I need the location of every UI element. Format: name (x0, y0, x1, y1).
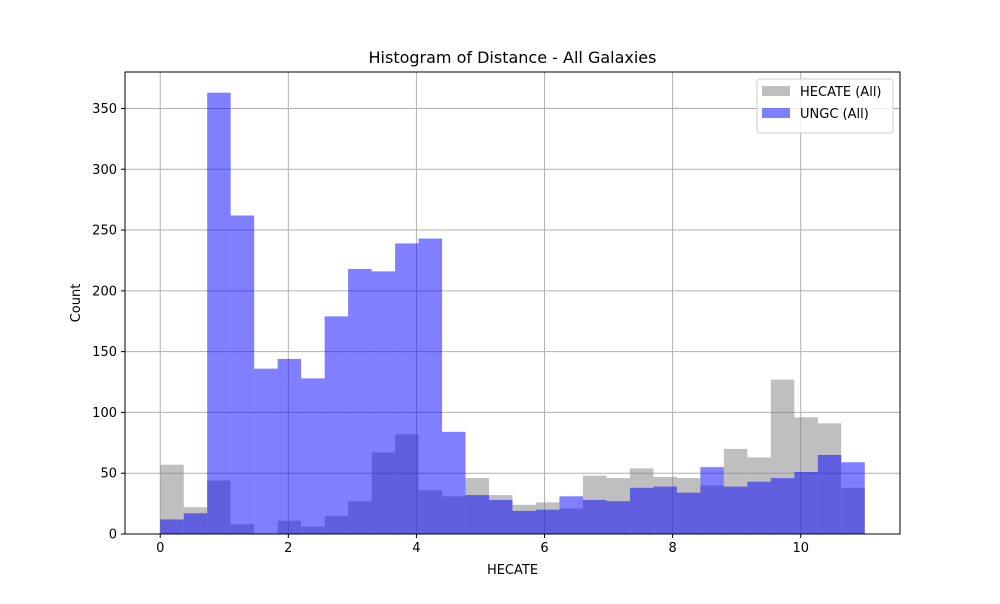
histogram-bar (254, 368, 278, 534)
x-tick-label: 4 (412, 541, 420, 556)
legend-swatch (762, 86, 790, 96)
histogram-bar (794, 471, 818, 534)
histogram-bar (512, 510, 537, 534)
y-tick-label: 250 (92, 224, 117, 239)
histogram-bar (606, 501, 630, 534)
histogram-bar (301, 378, 325, 534)
histogram-bar (207, 92, 231, 534)
histogram-bar (536, 509, 560, 534)
histogram-bar (841, 462, 865, 534)
legend: HECATE (All) UNGC (All) (756, 78, 894, 134)
histogram-bar (653, 486, 677, 534)
histogram-bar (559, 496, 583, 534)
chart-title: Histogram of Distance - All Galaxies (369, 48, 657, 67)
y-tick-label: 300 (92, 163, 117, 178)
legend-swatch (762, 108, 790, 118)
histogram-bar (395, 243, 419, 534)
legend-label: HECATE (All) (800, 85, 882, 100)
legend-label: UNGC (All) (800, 107, 869, 122)
histogram-bar (442, 431, 466, 534)
histogram-bar (817, 454, 842, 534)
y-tick-label: 150 (92, 345, 117, 360)
histogram-bars (160, 92, 865, 534)
y-tick-label: 200 (92, 284, 117, 299)
histogram-bar (160, 519, 184, 534)
y-tick-label: 350 (92, 102, 117, 117)
histogram-bar (230, 215, 255, 534)
histogram-bar (770, 478, 795, 534)
x-axis-label: HECATE (487, 563, 538, 578)
histogram-bar (676, 492, 701, 534)
y-tick-label: 100 (92, 406, 117, 421)
histogram-bar (629, 487, 654, 534)
histogram-bar (488, 499, 513, 534)
legend-box (756, 78, 894, 134)
y-tick-label: 0 (109, 528, 117, 543)
x-tick-label: 6 (540, 541, 548, 556)
histogram-bar (348, 268, 372, 534)
histogram-bar (324, 316, 349, 534)
histogram-bar (747, 481, 771, 534)
histogram-bar (582, 499, 607, 534)
histogram-bar (277, 358, 302, 534)
histogram-bar (418, 238, 443, 534)
x-tick-label: 2 (284, 541, 292, 556)
x-tick-label: 8 (668, 541, 676, 556)
plot-frame (124, 71, 901, 535)
y-tick-label: 50 (100, 467, 117, 482)
histogram-bar (465, 495, 489, 534)
x-tick-label: 0 (156, 541, 164, 556)
histogram-bar (723, 486, 748, 534)
histogram-bar (371, 271, 396, 534)
y-axis-label: Count (69, 284, 84, 323)
histogram-bar (700, 467, 724, 534)
histogram-bar (183, 513, 208, 534)
series-2-bars (160, 92, 865, 534)
histogram-bar (160, 464, 184, 534)
x-tick-label: 10 (792, 541, 809, 556)
